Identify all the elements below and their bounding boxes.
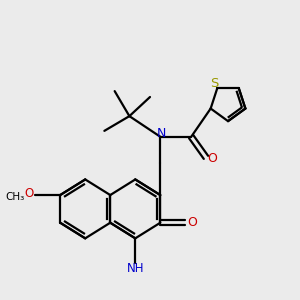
Text: CH₃: CH₃ bbox=[5, 191, 25, 202]
Text: NH: NH bbox=[127, 262, 144, 275]
Text: O: O bbox=[208, 152, 218, 165]
Text: S: S bbox=[210, 77, 218, 90]
Text: O: O bbox=[24, 187, 33, 200]
Text: N: N bbox=[157, 127, 167, 140]
Text: O: O bbox=[187, 216, 197, 229]
